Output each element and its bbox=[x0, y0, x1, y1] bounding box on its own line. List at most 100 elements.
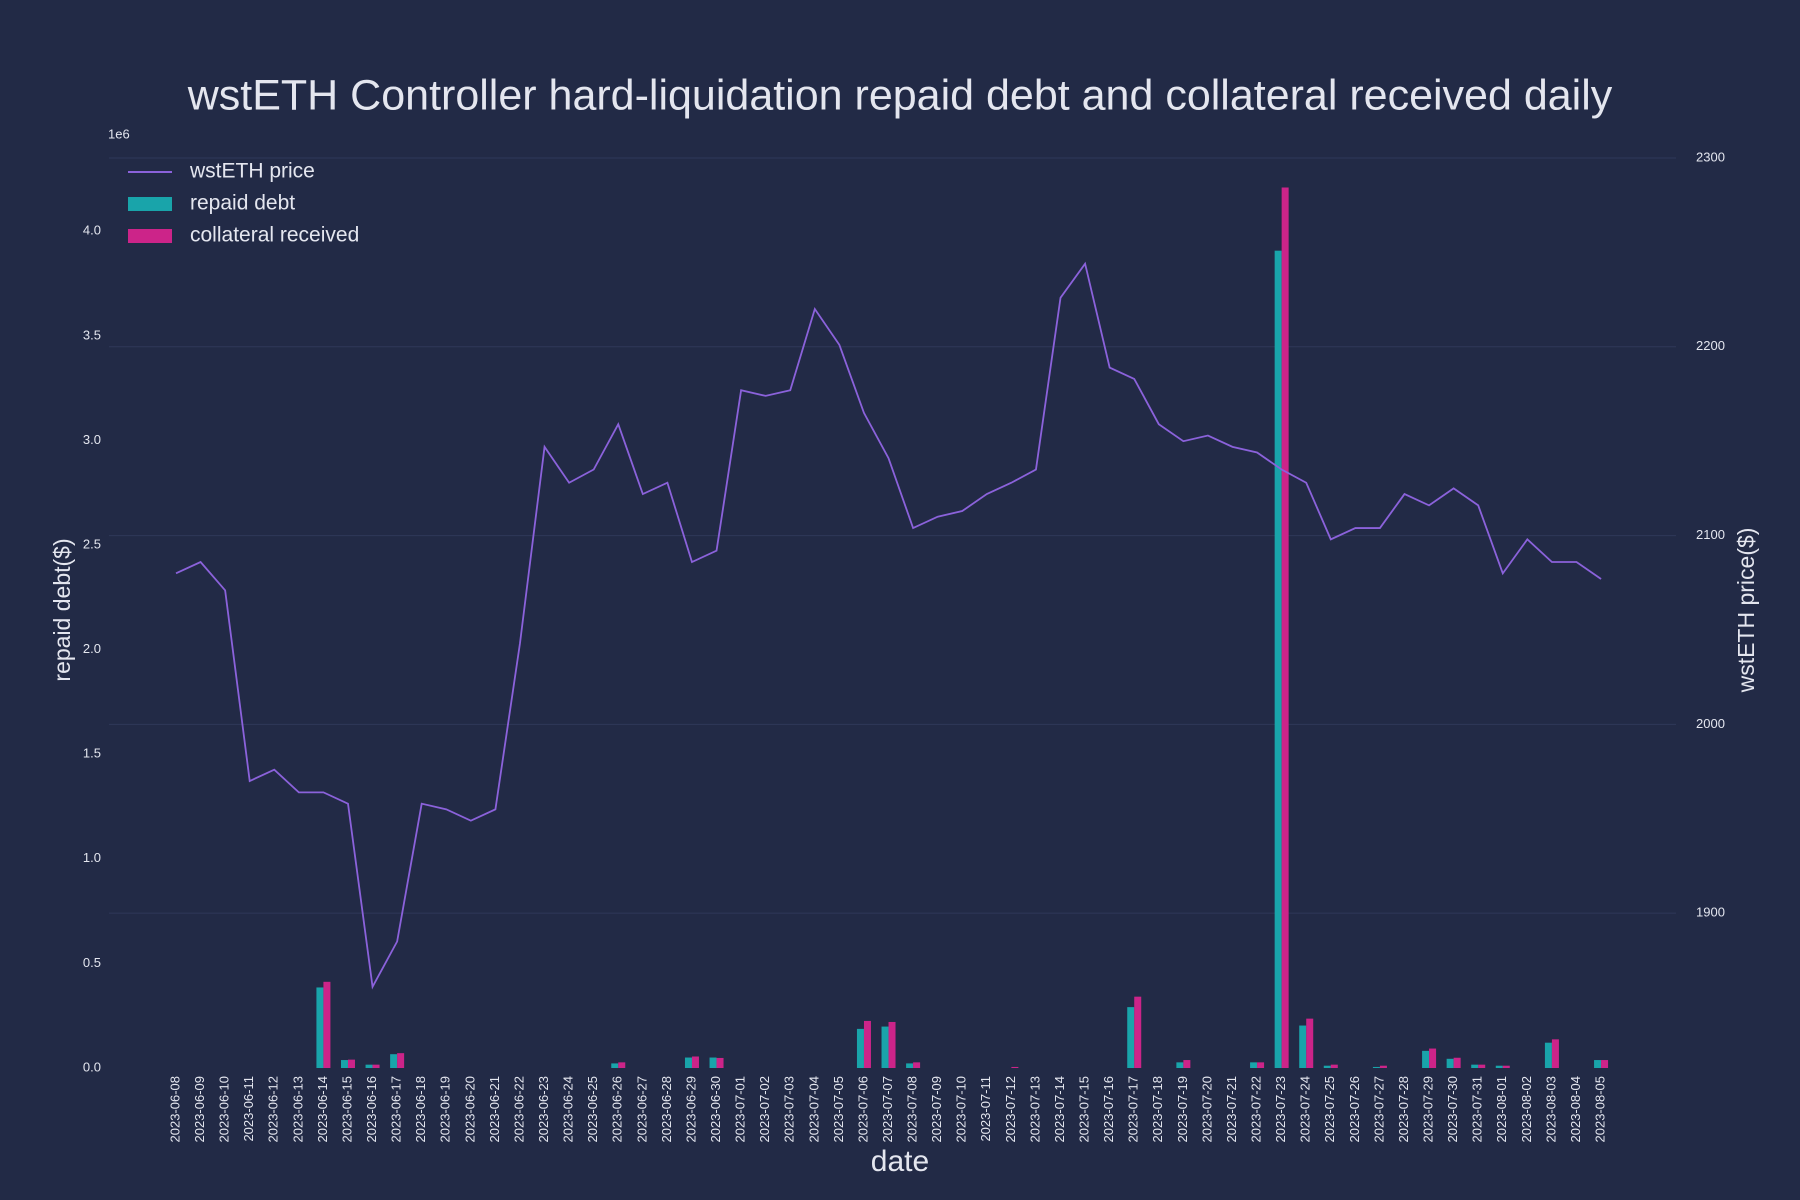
x-tick-label: 2023-07-11 bbox=[978, 1076, 993, 1142]
x-tick-label: 2023-07-12 bbox=[1003, 1076, 1018, 1143]
bar bbox=[1011, 1066, 1019, 1068]
y2-tick-label: 1900 bbox=[1696, 905, 1725, 920]
bar bbox=[1274, 250, 1282, 1068]
bar bbox=[1551, 1039, 1559, 1068]
bar bbox=[1176, 1062, 1184, 1068]
x-tick-label: 2023-06-17 bbox=[389, 1076, 404, 1143]
y-tick-label: 3.0 bbox=[83, 432, 101, 447]
x-tick-label: 2023-07-20 bbox=[1199, 1076, 1214, 1143]
x-tick-label: 2023-07-21 bbox=[1224, 1076, 1239, 1143]
bar bbox=[888, 1021, 896, 1068]
bar bbox=[1471, 1064, 1479, 1068]
bar bbox=[390, 1054, 398, 1068]
x-tick-label: 2023-06-11 bbox=[241, 1076, 256, 1142]
bar bbox=[691, 1056, 699, 1068]
x-axis-label: date bbox=[871, 1145, 929, 1178]
bar bbox=[684, 1057, 692, 1068]
bar bbox=[709, 1057, 717, 1068]
bar bbox=[856, 1028, 864, 1068]
x-tick-label: 2023-07-10 bbox=[954, 1076, 969, 1143]
x-tick-label: 2023-07-15 bbox=[1077, 1076, 1092, 1143]
bar bbox=[1544, 1042, 1552, 1068]
y2-tick-label: 2200 bbox=[1696, 338, 1725, 353]
x-tick-label: 2023-07-06 bbox=[855, 1076, 870, 1143]
bar bbox=[397, 1053, 405, 1068]
x-tick-label: 2023-06-10 bbox=[217, 1076, 232, 1143]
bar bbox=[1281, 187, 1289, 1068]
x-tick-label: 2023-07-26 bbox=[1347, 1076, 1362, 1143]
y-tick-label: 4.0 bbox=[83, 223, 101, 238]
x-tick-label: 2023-07-23 bbox=[1273, 1076, 1288, 1143]
bar bbox=[716, 1057, 724, 1068]
y-tick-label: 0.5 bbox=[83, 955, 101, 970]
x-tick-label: 2023-07-04 bbox=[806, 1076, 821, 1143]
bar bbox=[618, 1062, 626, 1068]
y2-tick-label: 2100 bbox=[1696, 527, 1725, 542]
bar bbox=[906, 1063, 914, 1068]
y2-tick-label: 2300 bbox=[1696, 149, 1725, 164]
x-tick-label: 2023-06-28 bbox=[659, 1076, 674, 1143]
bar bbox=[1306, 1018, 1314, 1068]
y-axis-label: repaid debt($) bbox=[49, 538, 75, 681]
legend-label: collateral received bbox=[190, 224, 359, 247]
x-tick-label: 2023-07-16 bbox=[1101, 1076, 1116, 1143]
x-tick-label: 2023-07-05 bbox=[831, 1076, 846, 1143]
y-tick-label: 2.0 bbox=[83, 641, 101, 656]
bar bbox=[1446, 1058, 1454, 1068]
legend-swatch bbox=[128, 197, 172, 211]
bar bbox=[1134, 996, 1142, 1068]
bar bbox=[1429, 1048, 1437, 1068]
x-tick-label: 2023-08-02 bbox=[1519, 1076, 1534, 1143]
x-tick-label: 2023-06-21 bbox=[487, 1076, 502, 1143]
bar bbox=[1495, 1065, 1503, 1068]
x-tick-label: 2023-07-24 bbox=[1298, 1076, 1313, 1143]
bar bbox=[1372, 1066, 1380, 1068]
bar bbox=[347, 1059, 355, 1068]
x-tick-label: 2023-06-26 bbox=[610, 1076, 625, 1143]
y-tick-label: 2.5 bbox=[83, 536, 101, 551]
x-tick-label: 2023-07-30 bbox=[1445, 1076, 1460, 1143]
x-tick-label: 2023-06-24 bbox=[561, 1076, 576, 1143]
bar bbox=[611, 1063, 619, 1068]
x-tick-label: 2023-06-09 bbox=[192, 1076, 207, 1143]
x-tick-label: 2023-07-07 bbox=[880, 1076, 895, 1143]
x-tick-label: 2023-07-13 bbox=[1027, 1076, 1042, 1143]
bar bbox=[316, 987, 324, 1068]
y-tick-label: 1.0 bbox=[83, 850, 101, 865]
bar bbox=[1601, 1060, 1609, 1068]
y-tick-label: 0.0 bbox=[83, 1059, 101, 1074]
x-tick-label: 2023-07-09 bbox=[929, 1076, 944, 1143]
y-tick-label: 1.5 bbox=[83, 746, 101, 761]
x-tick-label: 2023-07-08 bbox=[905, 1076, 920, 1143]
y-offset-label: 1e6 bbox=[108, 126, 130, 141]
x-tick-label: 2023-06-16 bbox=[364, 1076, 379, 1143]
x-tick-label: 2023-06-13 bbox=[290, 1076, 305, 1143]
x-tick-label: 2023-06-14 bbox=[315, 1076, 330, 1143]
x-tick-label: 2023-06-22 bbox=[511, 1076, 526, 1143]
bar bbox=[1127, 1007, 1135, 1068]
x-tick-label: 2023-07-22 bbox=[1249, 1076, 1264, 1143]
bar bbox=[1299, 1025, 1307, 1068]
x-tick-label: 2023-07-25 bbox=[1322, 1076, 1337, 1143]
x-tick-label: 2023-08-03 bbox=[1543, 1076, 1558, 1143]
price-line bbox=[175, 261, 1602, 990]
bar bbox=[1422, 1050, 1430, 1068]
x-tick-label: 2023-07-17 bbox=[1126, 1076, 1141, 1143]
bar bbox=[1478, 1064, 1486, 1068]
x-tick-label: 2023-07-03 bbox=[782, 1076, 797, 1143]
x-tick-label: 2023-07-19 bbox=[1175, 1076, 1190, 1143]
x-tick-label: 2023-07-01 bbox=[733, 1076, 748, 1143]
x-tick-label: 2023-06-20 bbox=[462, 1076, 477, 1143]
x-tick-label: 2023-07-31 bbox=[1470, 1076, 1485, 1143]
bar bbox=[1594, 1060, 1602, 1068]
x-tick-label: 2023-06-25 bbox=[585, 1076, 600, 1143]
x-tick-label: 2023-07-14 bbox=[1052, 1076, 1067, 1143]
bar bbox=[372, 1064, 380, 1068]
x-tick-label: 2023-06-27 bbox=[634, 1076, 649, 1143]
bar bbox=[365, 1064, 373, 1068]
y2-axis-label: wstETH price($) bbox=[1733, 528, 1759, 694]
bar bbox=[1502, 1065, 1510, 1068]
